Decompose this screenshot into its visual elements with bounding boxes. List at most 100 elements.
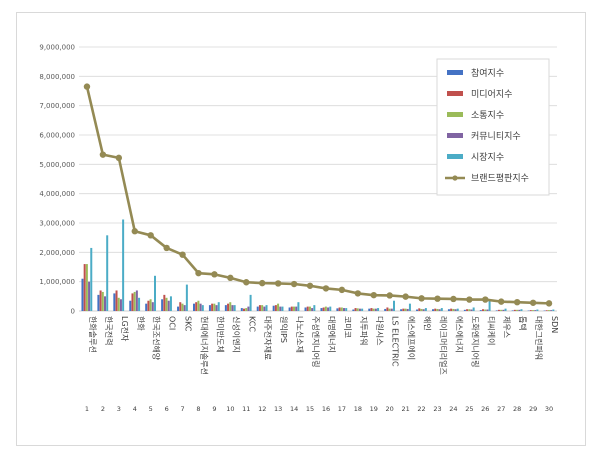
bar xyxy=(133,291,136,311)
bar xyxy=(502,309,505,311)
line-point xyxy=(466,296,473,303)
x-rank-label: 25 xyxy=(465,405,473,413)
x-rank-label: 26 xyxy=(481,405,489,413)
legend-box xyxy=(436,58,550,196)
bar xyxy=(263,306,266,311)
bar xyxy=(247,306,250,311)
line-point xyxy=(322,285,330,292)
bar-series xyxy=(81,219,555,311)
bar xyxy=(479,310,482,311)
x-category-label: OCI xyxy=(168,316,177,330)
x-category-label: 대명에너지 xyxy=(327,316,337,353)
bar xyxy=(504,308,507,311)
line-point xyxy=(179,251,186,258)
bar xyxy=(272,305,275,311)
line-point xyxy=(306,282,314,289)
y-axis: 0 1,000,000 2,000,000 3,000,000 4,000,000 5,0… xyxy=(39,44,75,316)
bar xyxy=(484,309,487,311)
line-point xyxy=(115,154,123,162)
bar xyxy=(468,309,471,311)
legend-label: 참여지수 xyxy=(471,67,504,79)
x-rank-label: 9 xyxy=(212,405,216,413)
bar xyxy=(113,293,116,311)
bar xyxy=(497,309,500,311)
bar xyxy=(101,291,104,311)
bar xyxy=(320,308,323,311)
bar xyxy=(495,310,498,311)
bar xyxy=(552,309,555,311)
bar xyxy=(104,296,106,311)
bar xyxy=(151,302,154,311)
bar xyxy=(420,308,423,311)
x-category-label: LS ELECTRIC xyxy=(391,316,400,367)
bar xyxy=(208,305,211,311)
bar xyxy=(185,284,188,311)
bar xyxy=(511,310,514,311)
bar xyxy=(211,303,214,311)
bar xyxy=(386,307,389,311)
bar xyxy=(500,309,503,311)
bar xyxy=(338,307,341,311)
x-rank-label: 16 xyxy=(322,405,330,413)
line-point xyxy=(131,228,138,235)
line-point xyxy=(163,244,170,252)
bar xyxy=(513,309,516,311)
bar xyxy=(388,308,391,311)
bar xyxy=(547,310,550,311)
x-category-label: 다원시스 xyxy=(375,316,384,345)
bar xyxy=(161,299,164,311)
x-rank-label: 23 xyxy=(433,405,441,413)
bar xyxy=(345,308,348,311)
bar xyxy=(456,308,459,311)
legend-swatch xyxy=(447,70,463,75)
bar xyxy=(199,303,202,311)
bar xyxy=(217,302,220,311)
bar xyxy=(249,294,252,311)
x-category-label: 지투파워 xyxy=(359,316,368,345)
bar xyxy=(402,308,405,311)
line-point xyxy=(99,151,107,158)
bar xyxy=(452,308,455,311)
line-point xyxy=(290,280,298,288)
x-rank-label: 10 xyxy=(226,405,234,413)
bar xyxy=(313,305,316,311)
y-tick-label: 7,000,000 xyxy=(39,102,75,110)
line-point xyxy=(434,295,441,302)
bar xyxy=(281,306,284,311)
x-category-label: SDN xyxy=(550,316,559,333)
bar xyxy=(295,306,298,311)
brand-reputation-chart: 0 1,000,000 2,000,000 3,000,000 4,000,000 5,0… xyxy=(39,44,559,414)
bar xyxy=(193,303,195,311)
bar xyxy=(447,309,450,311)
line-point xyxy=(513,299,521,306)
x-category-label: 대한그린파워 xyxy=(534,316,544,360)
x-category-label: 에스에너지 xyxy=(454,316,464,353)
bar xyxy=(306,306,309,311)
x-rank-label: 27 xyxy=(497,405,505,413)
bar xyxy=(99,290,102,311)
y-tick-label: 0 xyxy=(71,308,75,316)
x-rank-label: 11 xyxy=(242,405,250,413)
x-rank-label: 24 xyxy=(449,405,457,413)
line-point xyxy=(545,300,553,307)
x-category-label: 코미코 xyxy=(343,316,352,338)
bar xyxy=(434,308,437,311)
bar xyxy=(529,310,532,311)
bar xyxy=(163,294,166,311)
bar xyxy=(167,300,170,311)
bar xyxy=(115,290,118,311)
x-rank-label: 29 xyxy=(529,405,537,413)
bar xyxy=(408,303,411,311)
bar xyxy=(393,300,395,311)
bar xyxy=(245,308,248,311)
legend-marker xyxy=(452,175,458,181)
bar xyxy=(129,300,132,311)
bar xyxy=(201,305,204,311)
bar xyxy=(279,306,282,311)
bar xyxy=(374,308,377,311)
x-rank-label: 19 xyxy=(370,405,378,413)
legend-swatch xyxy=(447,112,463,117)
bar xyxy=(440,308,443,311)
bar xyxy=(154,275,156,311)
